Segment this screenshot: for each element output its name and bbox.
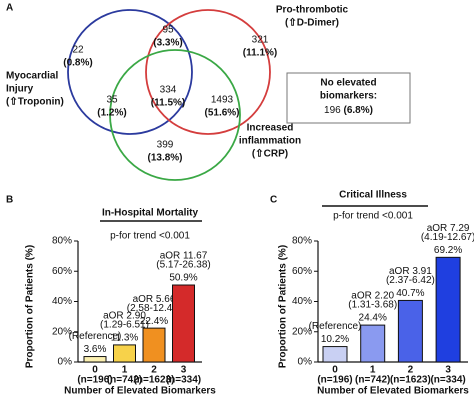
region-percent: (1.2%) [97,108,126,119]
box-value: 196 (6.8%) [324,105,373,116]
y-tick-label: 0% [58,357,73,368]
region-percent: (11.1%) [243,48,277,59]
bar-annotation: aOR 11.67 [160,251,208,262]
y-tick-label: 80% [52,236,72,247]
bar [360,324,386,363]
panel-letter: A [6,3,13,14]
bar-annotation: (1.31-3.68) [348,300,397,311]
y-tick-label: 60% [52,266,72,277]
y-tick-label: 80% [292,236,312,247]
bar [435,256,461,363]
x-tick-label: 1 [370,365,376,376]
n-label: (n=334) [166,375,201,386]
bar-annotation: aOR 2.20 [351,291,394,302]
n-label: (n=196) [317,375,352,386]
set-label: Increased [247,123,294,134]
y-tick-label: 40% [52,296,72,307]
x-tick-label: 3 [445,365,451,376]
n-label: (n=1623) [134,375,175,386]
value-label: 50.9% [169,273,197,284]
x-tick-label: 0 [332,365,338,376]
set-label: (⇧Troponin) [6,97,64,108]
x-axis-label: Number of Elevated Biomarkers [64,386,216,396]
value-label: 10.2% [321,334,349,345]
x-tick-label: 2 [408,365,414,376]
bar-annotation: aOR 5.66 [133,294,176,305]
bar [142,327,166,363]
region-count: 1493 [211,95,234,106]
value-label: 11.3% [111,333,139,344]
value-label: 3.6% [84,344,107,355]
set-label: inflammation [239,136,301,147]
n-label: (n=742) [107,375,142,386]
n-label: (n=1623) [390,375,431,386]
set-label: Injury [6,84,34,95]
x-tick-label: 1 [122,365,128,376]
value-label: 24.4% [359,313,387,324]
value-label: 69.2% [434,245,462,256]
box-percent: (6.8%) [344,105,373,116]
box-label: No elevated [320,78,376,89]
set-circle [145,9,271,135]
set-label: Myocardial [6,71,58,82]
set-label: Pro-thrombotic [276,5,349,16]
n-label: (n=742) [355,375,390,386]
bar [113,344,136,363]
region-percent: (11.5%) [151,98,185,109]
region-count: 22 [72,45,84,56]
bar-annotation: (1.29-6.51) [100,320,149,331]
region-percent: (51.6%) [204,108,239,119]
box-label: biomarkers: [320,91,377,102]
panel-letter: C [270,195,277,206]
panel-letter: B [6,195,13,206]
bar [83,356,107,363]
bar-annotation: (Reference) [309,321,362,332]
y-axis-label: Proportion of Patients (%) [25,245,36,368]
set-label: (⇧CRP) [252,149,288,160]
value-label: 22.4% [140,316,168,327]
x-tick-label: 2 [151,365,157,376]
set-circle [67,9,193,135]
bar [172,284,195,363]
region-count: 321 [252,35,269,46]
y-tick-label: 0% [298,357,313,368]
bar [322,346,348,363]
y-tick-label: 40% [292,296,312,307]
chart-subtitle: p-for trend <0.001 [110,231,190,242]
region-count: 95 [162,25,174,36]
bar-annotation: aOR 7.29 [427,223,470,234]
region-percent: (0.8%) [63,58,92,69]
x-tick-label: 0 [92,365,98,376]
n-label: (n=196) [77,375,112,386]
region-percent: (13.8%) [147,153,182,164]
region-count: 334 [160,85,177,96]
box-count: 196 [324,105,343,116]
bar-annotation: aOR 3.91 [389,266,432,277]
y-axis-label: Proportion of Patients (%) [278,245,289,368]
bar-annotation: (2.58-12.40) [127,303,181,314]
bar [397,299,423,363]
n-label: (n=334) [430,375,465,386]
bar-annotation: (5.17-26.38) [156,260,210,271]
region-percent: (3.3%) [153,38,182,49]
set-circle [109,49,241,181]
x-axis-label: Number of Elevated Biomarkers [317,386,469,396]
set-label: (⇧D-Dimer) [285,18,339,29]
value-label: 40.7% [396,288,424,299]
bar-annotation: aOR 2.90 [103,311,146,322]
y-tick-label: 20% [52,326,72,337]
region-count: 35 [106,95,118,106]
y-tick-label: 20% [292,326,312,337]
bar-annotation: (4.19-12.67) [421,232,474,243]
chart-title: In-Hospital Mortality [102,208,199,219]
chart-title: Critical Illness [339,190,407,201]
bar-annotation: (2.37-6.42) [386,275,435,286]
x-tick-label: 3 [181,365,187,376]
chart-subtitle: p-for trend <0.001 [333,211,413,222]
no-elevated-box [286,72,411,124]
bar-annotation: (Reference) [69,331,122,342]
region-count: 399 [157,140,174,151]
y-tick-label: 60% [292,266,312,277]
